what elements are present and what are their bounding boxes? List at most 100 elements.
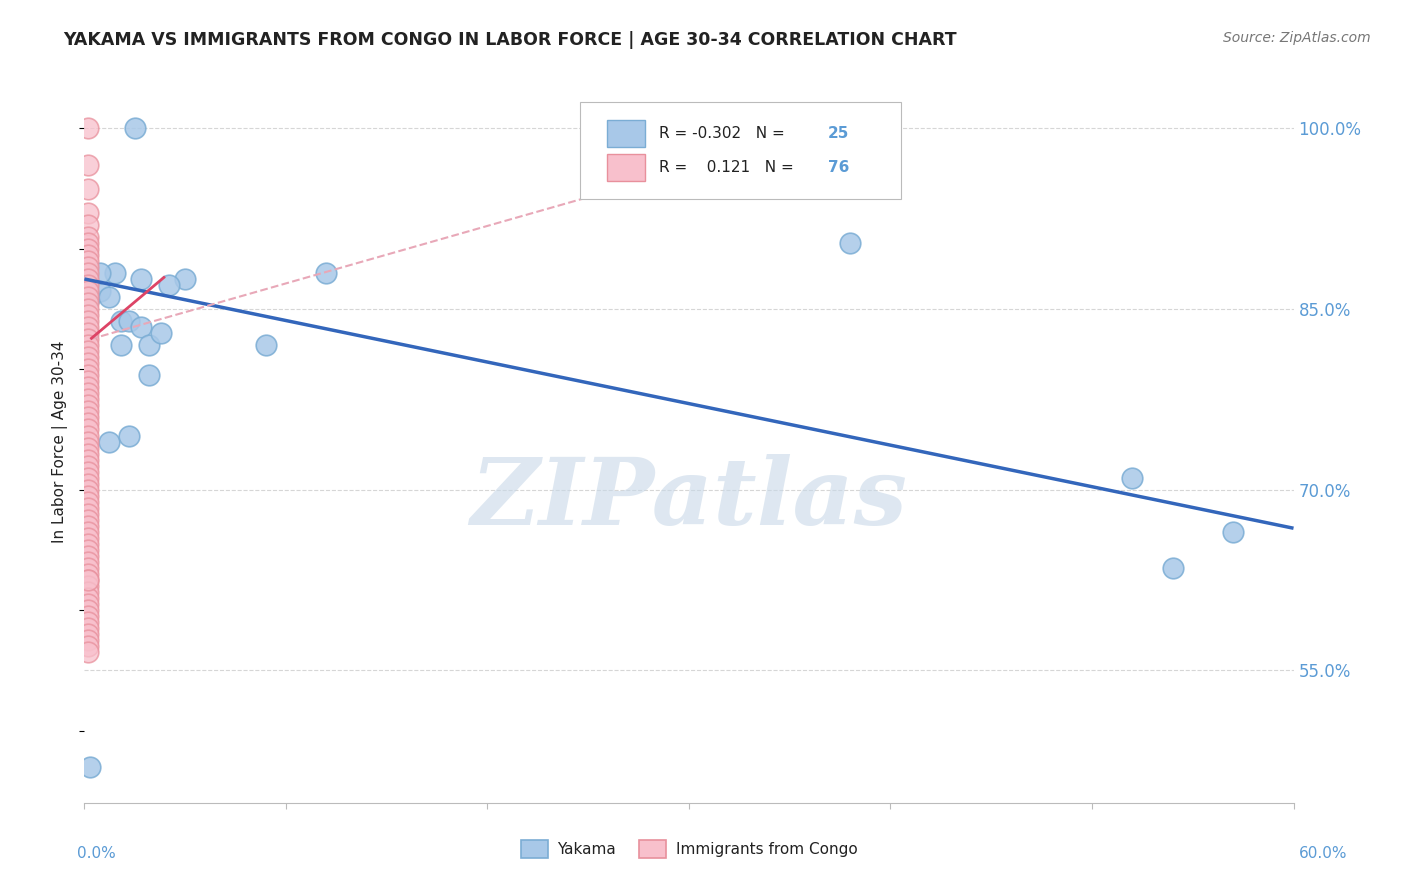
Point: [77, 519, 100, 533]
Point: [77, 326, 100, 341]
Point: [77, 483, 100, 497]
Point: [77, 254, 100, 268]
Point: [77, 375, 100, 389]
Point: [77, 338, 100, 352]
Point: [77, 597, 100, 611]
Point: [77, 573, 100, 587]
Point: [104, 266, 127, 280]
Point: [77, 350, 100, 364]
Point: [77, 567, 100, 582]
Text: 60.0%: 60.0%: [1299, 847, 1347, 861]
Point: [77, 386, 100, 401]
Point: [77, 428, 100, 442]
Point: [138, 338, 160, 352]
Point: [77, 579, 100, 593]
Point: [157, 278, 180, 293]
FancyBboxPatch shape: [581, 102, 901, 200]
Text: R =    0.121   N =: R = 0.121 N =: [659, 161, 799, 175]
Point: [77, 500, 100, 515]
Point: [77, 465, 100, 479]
Point: [77, 417, 100, 431]
Point: [77, 447, 100, 461]
Point: [138, 368, 160, 383]
Point: [77, 441, 100, 455]
Point: [77, 507, 100, 521]
Text: 25: 25: [828, 127, 849, 141]
Text: Source: ZipAtlas.com: Source: ZipAtlas.com: [1223, 31, 1371, 45]
Point: [129, 320, 152, 334]
Point: [77, 230, 100, 244]
Point: [1161, 561, 1184, 575]
Point: [77, 549, 100, 563]
Point: [77, 392, 100, 407]
Point: [77, 248, 100, 262]
Point: [77, 242, 100, 256]
Point: [77, 290, 100, 304]
Point: [77, 640, 100, 654]
Point: [77, 621, 100, 635]
Point: [77, 272, 100, 286]
Point: [1121, 471, 1143, 485]
Point: [77, 356, 100, 370]
Point: [77, 573, 100, 587]
Point: [149, 326, 172, 341]
Point: [118, 428, 141, 442]
Point: [77, 260, 100, 274]
Point: [79, 760, 101, 774]
Text: R = -0.302   N =: R = -0.302 N =: [659, 127, 789, 141]
Text: 0.0%: 0.0%: [77, 847, 117, 861]
Point: [77, 609, 100, 624]
Point: [77, 284, 100, 298]
Legend: Yakama, Immigrants from Congo: Yakama, Immigrants from Congo: [515, 834, 863, 863]
Point: [77, 476, 100, 491]
Point: [97, 434, 120, 449]
Point: [77, 489, 100, 503]
Point: [77, 537, 100, 551]
Point: [77, 266, 100, 280]
Point: [77, 591, 100, 606]
FancyBboxPatch shape: [607, 120, 645, 147]
Point: [77, 121, 100, 136]
Text: YAKAMA VS IMMIGRANTS FROM CONGO IN LABOR FORCE | AGE 30-34 CORRELATION CHART: YAKAMA VS IMMIGRANTS FROM CONGO IN LABOR…: [63, 31, 957, 49]
Point: [254, 338, 277, 352]
Point: [77, 561, 100, 575]
Point: [77, 410, 100, 425]
Point: [315, 266, 337, 280]
Point: [77, 585, 100, 599]
Point: [77, 308, 100, 322]
Point: [77, 301, 100, 317]
Point: [77, 278, 100, 293]
Point: [77, 615, 100, 630]
Text: 76: 76: [828, 161, 849, 175]
Point: [77, 524, 100, 539]
Point: [77, 513, 100, 527]
Point: [89, 284, 111, 298]
Text: ZIPatlas: ZIPatlas: [471, 454, 907, 544]
Point: [1222, 524, 1244, 539]
Point: [77, 344, 100, 359]
Point: [110, 338, 132, 352]
Point: [77, 423, 100, 437]
Point: [77, 398, 100, 412]
Point: [77, 542, 100, 557]
Point: [118, 314, 141, 328]
Point: [77, 458, 100, 473]
Point: [129, 272, 152, 286]
Point: [77, 368, 100, 383]
Point: [77, 633, 100, 648]
Point: [839, 235, 862, 250]
Point: [77, 555, 100, 569]
Point: [77, 495, 100, 509]
FancyBboxPatch shape: [607, 154, 645, 181]
Point: [97, 290, 120, 304]
Point: [77, 182, 100, 196]
Point: [77, 218, 100, 232]
Y-axis label: In Labor Force | Age 30-34: In Labor Force | Age 30-34: [52, 340, 69, 543]
Point: [77, 434, 100, 449]
Point: [77, 380, 100, 394]
Point: [89, 266, 111, 280]
Point: [77, 531, 100, 545]
Point: [77, 296, 100, 310]
Point: [77, 205, 100, 219]
Point: [79, 290, 101, 304]
